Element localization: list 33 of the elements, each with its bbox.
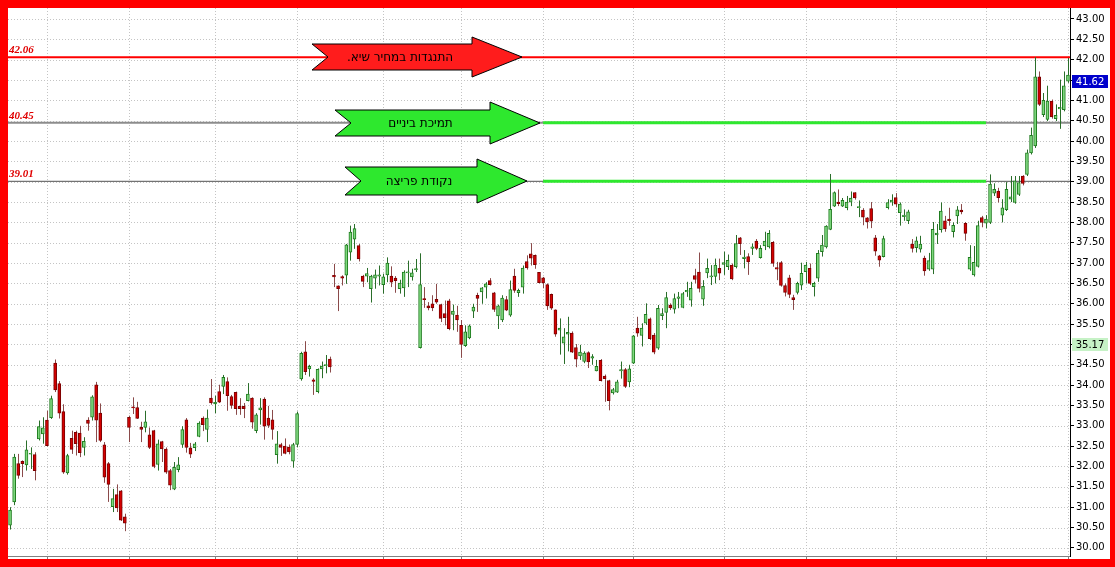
y-tick-label: 32.00 [1076, 460, 1105, 472]
y-tick-label: 30.00 [1076, 541, 1105, 553]
y-tick-label: 37.50 [1076, 236, 1105, 248]
y-tick-label: 42.50 [1076, 32, 1105, 44]
annotation: התנגדות במחיר שיא. [346, 50, 454, 65]
y-tick-label: 39.00 [1076, 175, 1105, 187]
y-tick-label: 32.50 [1076, 439, 1105, 451]
ref-line-label: 39.01 [8, 167, 34, 180]
y-tick-label: 30.50 [1076, 521, 1105, 533]
y-tick-label: 34.50 [1076, 358, 1105, 370]
y-tick-label: 43.00 [1076, 12, 1105, 24]
y-tick-label: 36.00 [1076, 297, 1105, 309]
y-tick-label: 40.00 [1076, 134, 1105, 146]
text: 35.17 [1072, 338, 1108, 351]
y-tick-label: 36.50 [1076, 277, 1105, 289]
y-tick-label: 41.00 [1076, 93, 1105, 105]
y-tick-label: 31.50 [1076, 480, 1105, 492]
text: 41.62 [1072, 75, 1108, 88]
y-tick-label: 33.50 [1076, 399, 1105, 411]
y-tick-label: 37.00 [1076, 256, 1105, 268]
annotation: נקודת פריצה [385, 174, 453, 189]
annotation: תמיכת ביניים [388, 115, 453, 130]
y-tick-label: 40.50 [1076, 114, 1105, 126]
y-tick-label: 39.50 [1076, 154, 1105, 166]
y-tick-label: 42.00 [1076, 53, 1105, 65]
ref-line-label: 42.06 [8, 43, 35, 56]
y-tick-label: 33.00 [1076, 419, 1105, 431]
y-tick-label: 35.50 [1076, 317, 1105, 329]
y-tick-label: 38.50 [1076, 195, 1105, 207]
y-tick-label: 38.00 [1076, 215, 1105, 227]
y-tick-label: 34.00 [1076, 378, 1105, 390]
y-tick-label: 31.00 [1076, 500, 1105, 512]
ref-line-label: 40.45 [8, 108, 35, 121]
